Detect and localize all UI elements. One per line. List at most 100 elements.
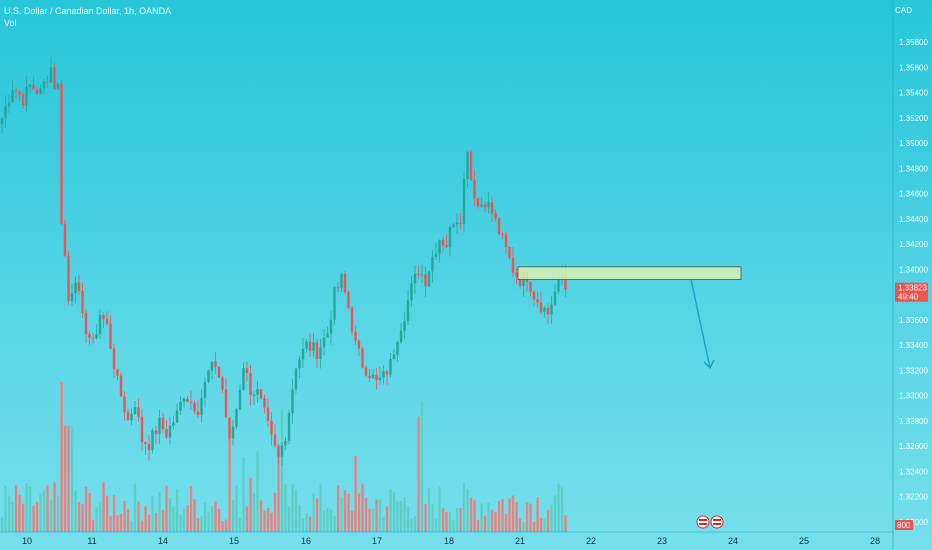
- volume-bar: [476, 519, 480, 532]
- volume-bar: [259, 500, 263, 532]
- time-axis-tick: 15: [229, 536, 239, 546]
- economic-event-icon[interactable]: [696, 515, 710, 529]
- price-axis-tick: 1.32200: [899, 493, 928, 502]
- price-axis-tick: 1.33000: [899, 392, 928, 401]
- candle-body: [228, 417, 231, 439]
- time-axis-tick: 18: [444, 536, 454, 546]
- resistance-zone[interactable]: [517, 266, 742, 280]
- volume-bar: [0, 517, 4, 532]
- candle-body: [63, 224, 67, 256]
- price-axis-tick: 1.32400: [899, 467, 928, 476]
- volume-bar: [186, 505, 189, 532]
- volume-bar: [536, 497, 539, 532]
- volume-bar: [329, 509, 333, 532]
- projection-arrow[interactable]: [690, 279, 711, 369]
- price-axis-tick: 1.33200: [899, 366, 928, 375]
- volume-bar: [497, 501, 501, 532]
- volume-bar: [228, 429, 231, 532]
- economic-event-icon[interactable]: [710, 515, 724, 529]
- volume-bar: [49, 500, 53, 532]
- candle-body: [473, 179, 476, 199]
- volume-bar: [242, 457, 245, 532]
- volume-bar: [494, 512, 497, 532]
- candle-body: [249, 373, 252, 395]
- candle-body: [494, 213, 497, 219]
- candle-body: [263, 398, 266, 408]
- price-axis-tick: 1.34400: [899, 215, 928, 224]
- candle-body: [39, 88, 42, 94]
- volume-bar: [287, 506, 291, 532]
- volume-bar: [172, 506, 175, 532]
- price-axis-tick: 1.32000: [899, 518, 928, 527]
- candle-body: [529, 282, 532, 292]
- volume-bar: [214, 501, 217, 532]
- candle-body: [501, 233, 504, 235]
- candle-body: [361, 348, 364, 368]
- volume-bar: [109, 515, 112, 532]
- volume-bar: [105, 495, 109, 532]
- volume-bar: [361, 483, 364, 532]
- candle-body: [179, 401, 182, 411]
- volume-bar: [546, 509, 550, 532]
- volume-bar: [56, 496, 60, 532]
- volume-bar: [11, 502, 14, 532]
- volume-indicator-label[interactable]: Vol: [4, 18, 17, 28]
- candle-body: [67, 255, 70, 302]
- candle-body: [543, 307, 546, 312]
- volume-bar: [427, 487, 431, 532]
- candle-body: [553, 291, 557, 305]
- flag-stripe: [713, 519, 721, 521]
- volume-bar: [77, 501, 81, 532]
- candle-body: [413, 273, 417, 284]
- candle-body: [102, 314, 105, 320]
- candle-body: [116, 369, 119, 376]
- candle-body: [403, 320, 406, 331]
- candle-body: [427, 271, 431, 287]
- candle-body: [392, 354, 396, 360]
- price-axis-tick: 1.33400: [899, 341, 928, 350]
- volume-bar: [112, 494, 116, 532]
- candle-body: [312, 342, 315, 351]
- volume-bar: [308, 516, 312, 532]
- candle-body: [245, 368, 249, 374]
- volume-bar: [445, 512, 448, 532]
- candle-body: [21, 94, 25, 106]
- candle-body: [238, 389, 242, 410]
- volume-bar: [217, 508, 221, 532]
- candle-body: [326, 333, 329, 338]
- volume-bar: [504, 513, 508, 532]
- candle-body: [49, 67, 53, 83]
- volume-bar: [357, 493, 361, 532]
- flag-stripe: [699, 519, 707, 521]
- volume-bar: [550, 504, 553, 532]
- volume-bar: [252, 492, 256, 532]
- candle-body: [266, 407, 270, 421]
- time-axis-tick: 22: [586, 536, 596, 546]
- candle-body: [189, 401, 193, 403]
- volume-bar: [151, 495, 154, 532]
- volume-bar: [32, 505, 35, 532]
- volume-bar: [347, 493, 350, 532]
- candle-body: [462, 179, 466, 224]
- candle-body: [284, 440, 287, 446]
- candle-body: [396, 342, 399, 355]
- volume-bar: [263, 510, 266, 532]
- candle-body: [455, 222, 459, 225]
- candle-body: [406, 300, 410, 321]
- candle-body: [536, 299, 539, 303]
- candle-body: [448, 227, 452, 248]
- candle-body: [480, 204, 483, 207]
- volume-bar: [70, 426, 74, 532]
- candle-body: [210, 361, 214, 371]
- candle-body: [497, 218, 501, 234]
- candle-body: [382, 371, 385, 378]
- candle-body: [224, 389, 228, 418]
- candle-body: [445, 245, 448, 248]
- candle-body: [144, 442, 147, 445]
- candle-body: [130, 414, 133, 421]
- candle-body: [221, 377, 224, 390]
- candle-body: [336, 287, 340, 289]
- volume-bar: [322, 510, 326, 532]
